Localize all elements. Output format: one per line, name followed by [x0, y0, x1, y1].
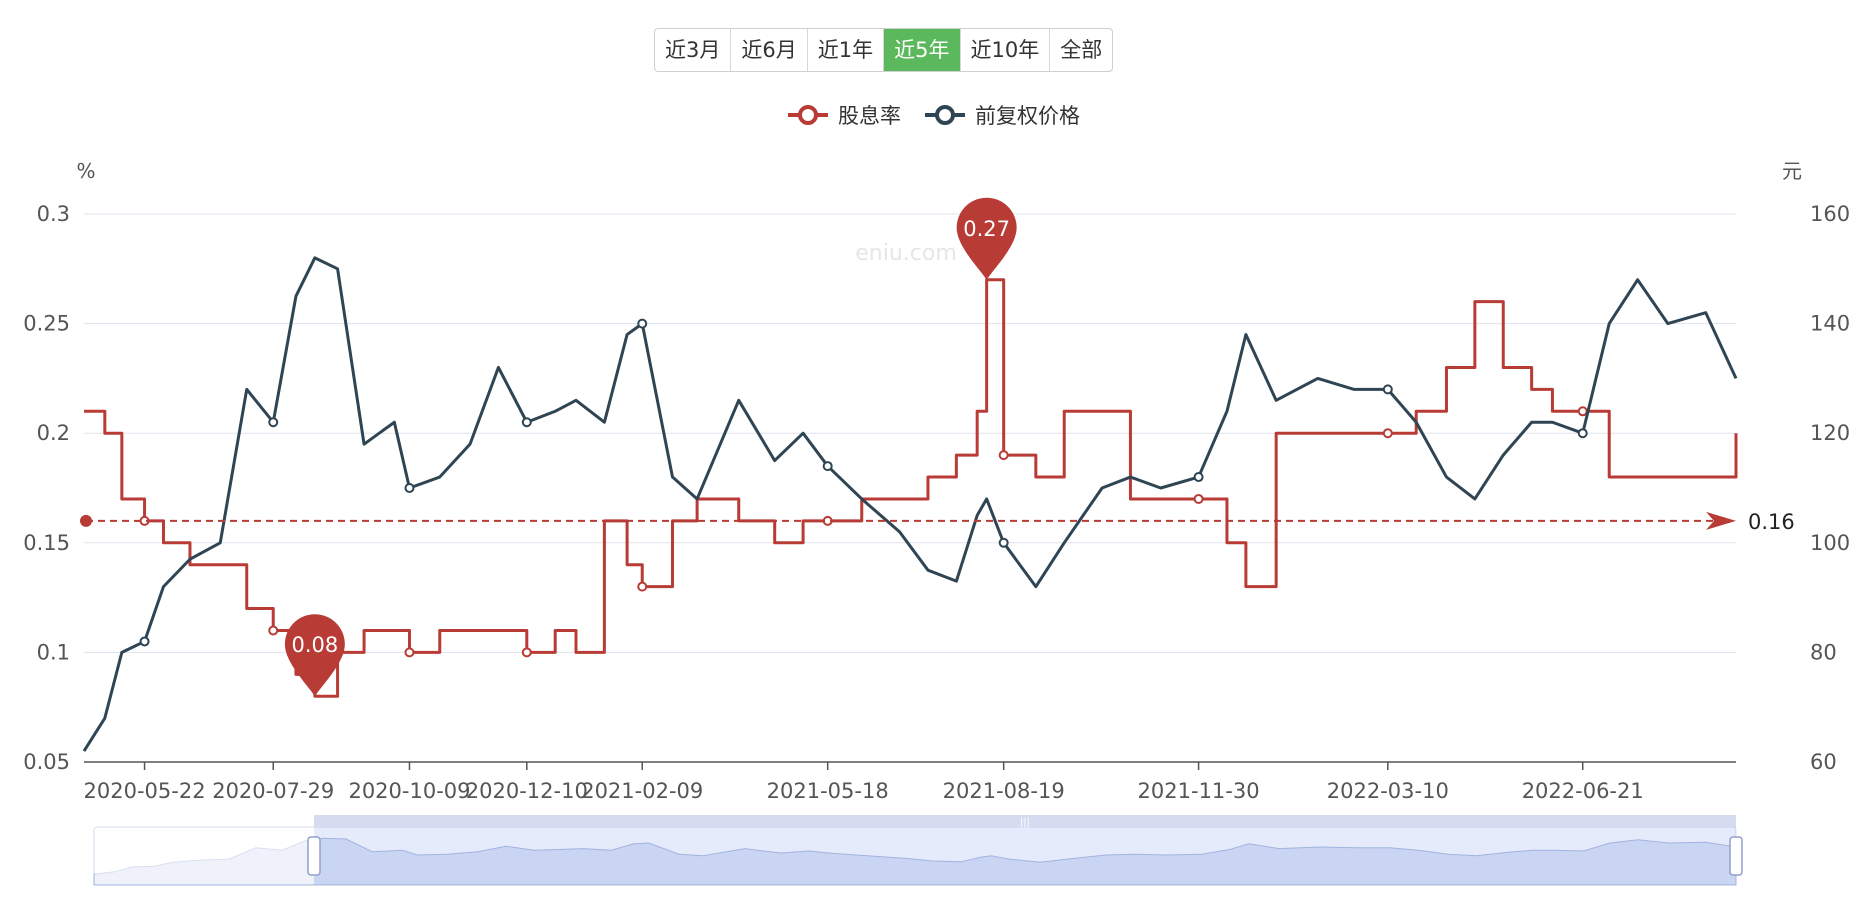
dividend-yield-point: [1193, 493, 1204, 504]
dividend-yield-point: [268, 625, 279, 636]
mark-point-label: 0.27: [963, 217, 1010, 241]
range-6m-button[interactable]: 近6月: [731, 29, 808, 71]
dividend-yield-point: [998, 450, 1009, 461]
zoom-selected-window: [314, 827, 1736, 885]
zoom-handle-right[interactable]: [1729, 836, 1743, 876]
dividend-yield-point: [1577, 406, 1588, 417]
left-tick-label: 0.15: [23, 531, 70, 555]
right-tick-label: 100: [1810, 531, 1850, 555]
right-tick-label: 140: [1810, 312, 1850, 336]
legend-line-circle-icon: [788, 105, 828, 125]
price-point: [1382, 384, 1393, 395]
mark-points: 0.08 0.27: [284, 197, 1017, 697]
dividend-yield-point: [1382, 428, 1393, 439]
left-tick-label: 0.1: [37, 640, 70, 664]
right-tick-label: 160: [1810, 202, 1850, 226]
arrow-icon: [1706, 511, 1736, 530]
range-5y-button[interactable]: 近5年: [884, 29, 961, 71]
right-tick-label: 60: [1810, 750, 1837, 774]
right-tick-label: 120: [1810, 421, 1850, 445]
price-point: [268, 417, 279, 428]
mark-point-pin: [956, 197, 1017, 280]
left-axis-unit: %: [76, 159, 95, 183]
dividend-yield-point: [521, 647, 532, 658]
grid-lines: [84, 213, 1736, 763]
watermark: eniu.com: [855, 241, 957, 266]
x-tick-label: 2021-02-09: [581, 779, 703, 803]
x-tick-label: 2021-11-30: [1138, 779, 1260, 803]
legend-label-dividend-yield: 股息率: [838, 104, 901, 128]
right-axis-unit: 元: [1782, 159, 1802, 183]
mark-point-label: 0.08: [291, 633, 338, 657]
dividend-yield-point: [637, 581, 648, 592]
x-tick-label: 2020-12-10: [466, 779, 588, 803]
legend-item-dividend-yield[interactable]: 股息率: [786, 100, 901, 130]
x-tick-label: 2020-07-29: [212, 779, 334, 803]
zoom-move-bar: [314, 815, 1736, 827]
range-1y-button[interactable]: 近1年: [808, 29, 885, 71]
price-point: [1193, 472, 1204, 483]
right-axis-ticks: 160 140 120 100 80 60: [1810, 202, 1850, 774]
legend-label-price: 前复权价格: [975, 104, 1080, 128]
x-tick-label: 2022-06-21: [1522, 779, 1644, 803]
x-tick-label: 2021-05-18: [767, 779, 889, 803]
left-axis-ticks: 0.3 0.25 0.2 0.15 0.1 0.05: [23, 202, 70, 774]
price-point: [637, 318, 648, 329]
average-mark-line: 0.16: [80, 510, 1795, 534]
range-selector: 近3月 近6月 近1年 近5年 近10年 全部: [654, 28, 1114, 72]
price-point: [1577, 428, 1588, 439]
price-point: [139, 636, 150, 647]
x-axis-ticks: 2020-05-22 2020-07-29 2020-10-092020-12-10…: [84, 762, 1644, 803]
left-tick-label: 0.05: [23, 750, 70, 774]
price-point: [998, 537, 1009, 548]
range-all-button[interactable]: 全部: [1060, 38, 1103, 62]
x-tick-label: 2021-08-19: [943, 779, 1065, 803]
x-tick-label: 2020-10-09: [348, 779, 470, 803]
left-tick-label: 0.3: [37, 202, 70, 226]
left-tick-label: 0.25: [23, 312, 70, 336]
range-10y-button[interactable]: 近10年: [961, 29, 1051, 71]
data-zoom-slider[interactable]: |||: [93, 815, 1743, 886]
mark-line-label: 0.16: [1748, 510, 1795, 534]
series-lines: [82, 256, 1738, 752]
left-tick-label: 0.2: [37, 421, 70, 445]
x-tick-label: 2020-05-22: [84, 779, 206, 803]
zoom-grip-icon: |||: [1020, 817, 1030, 828]
x-tick-label: 2022-03-10: [1327, 779, 1449, 803]
mark-point-pin: [284, 614, 345, 697]
range-3m-button[interactable]: 近3月: [655, 29, 732, 71]
dividend-yield-point: [404, 647, 415, 658]
legend-item-price[interactable]: 前复权价格: [923, 100, 1080, 130]
chart-legend: 股息率 前复权价格: [0, 100, 1866, 130]
right-tick-label: 80: [1810, 640, 1837, 664]
price-point: [822, 461, 833, 472]
price-point: [521, 417, 532, 428]
legend-line-circle-icon: [925, 105, 965, 125]
price-line: [82, 256, 1738, 752]
price-point: [404, 483, 415, 493]
zoom-handle-left[interactable]: [307, 836, 321, 876]
zoom-unselected-area: [95, 828, 314, 884]
